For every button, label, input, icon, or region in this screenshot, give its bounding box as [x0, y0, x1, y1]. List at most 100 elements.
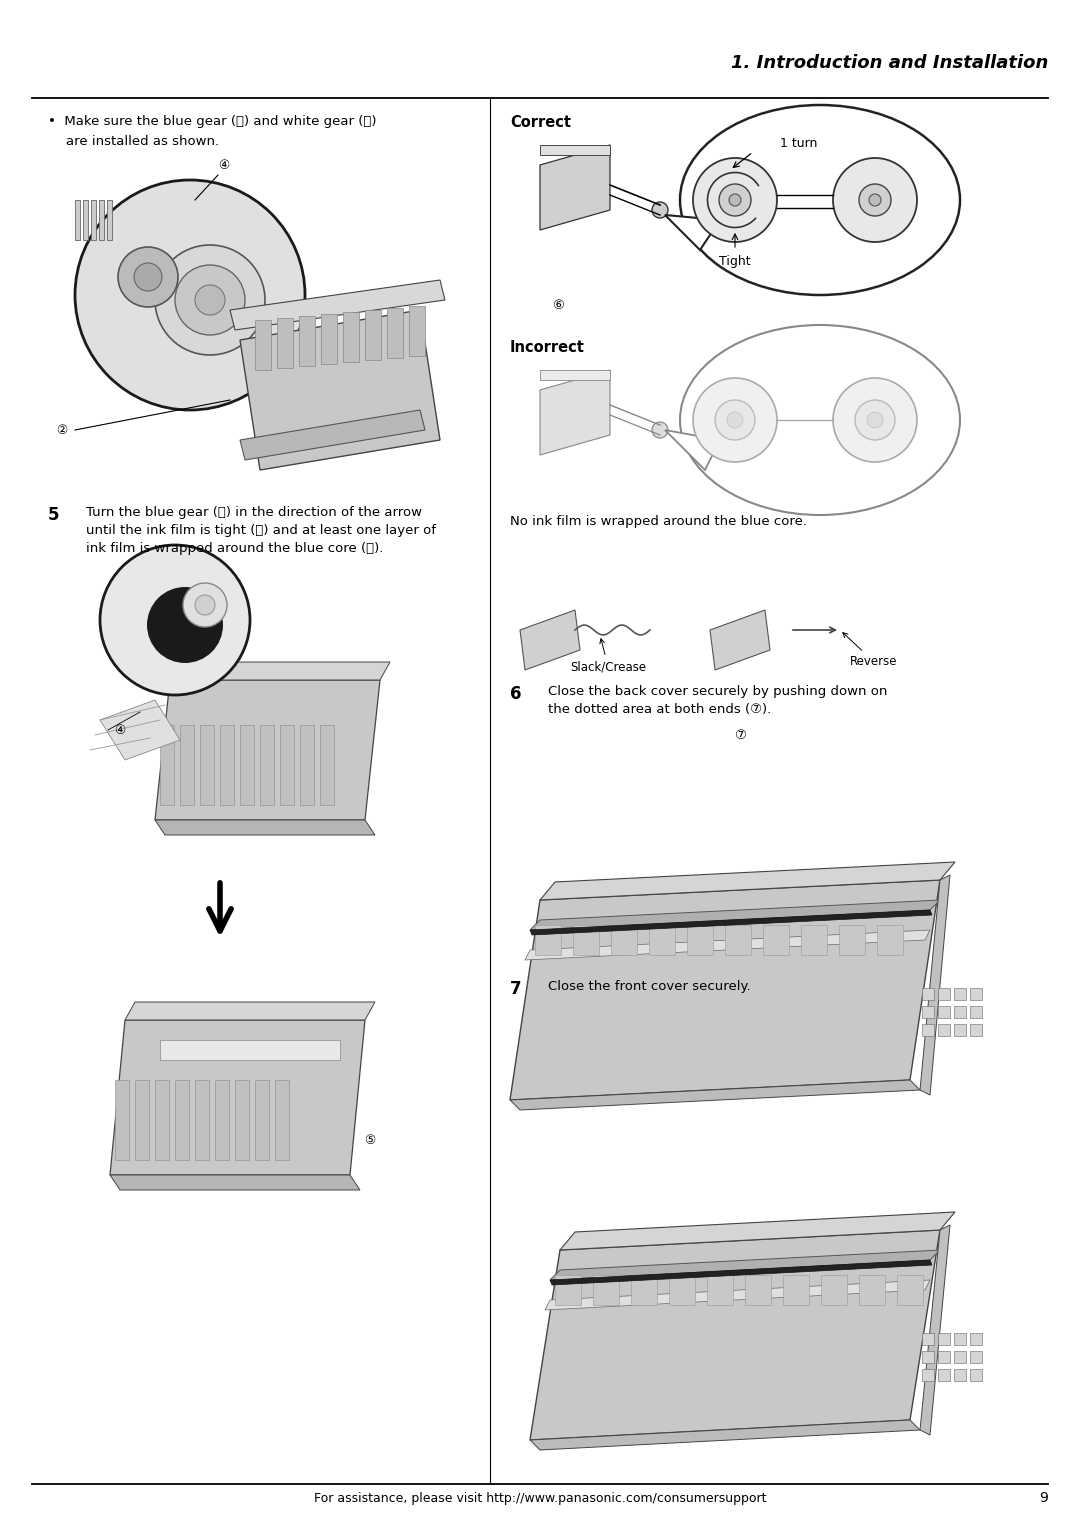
- Bar: [535, 924, 561, 955]
- Text: ④: ④: [114, 723, 125, 736]
- Polygon shape: [665, 429, 720, 471]
- Bar: [939, 1332, 950, 1345]
- Polygon shape: [920, 1225, 950, 1435]
- Circle shape: [693, 157, 777, 241]
- Circle shape: [833, 377, 917, 461]
- Circle shape: [855, 400, 895, 440]
- Polygon shape: [110, 1175, 360, 1190]
- Text: ⑥: ⑥: [552, 298, 564, 312]
- Bar: [970, 1369, 982, 1381]
- Bar: [877, 924, 903, 955]
- Bar: [939, 1024, 950, 1036]
- Text: Close the back cover securely by pushing down on: Close the back cover securely by pushing…: [548, 685, 888, 698]
- Circle shape: [75, 180, 305, 410]
- Bar: [300, 724, 314, 805]
- Bar: [631, 1274, 657, 1305]
- Bar: [970, 989, 982, 999]
- Polygon shape: [710, 610, 770, 669]
- Bar: [954, 1005, 966, 1018]
- Polygon shape: [156, 680, 380, 821]
- Polygon shape: [125, 1002, 375, 1021]
- Circle shape: [156, 244, 265, 354]
- Text: Turn the blue gear (ⓓ) in the direction of the arrow: Turn the blue gear (ⓓ) in the direction …: [86, 506, 422, 520]
- Bar: [801, 924, 827, 955]
- Bar: [135, 1080, 149, 1160]
- Text: No ink film is wrapped around the blue core.: No ink film is wrapped around the blue c…: [510, 515, 807, 529]
- Ellipse shape: [680, 325, 960, 515]
- Bar: [611, 924, 637, 955]
- Polygon shape: [540, 145, 610, 231]
- Bar: [954, 1351, 966, 1363]
- Bar: [783, 1274, 809, 1305]
- Text: Tight: Tight: [719, 255, 751, 267]
- Bar: [725, 924, 751, 955]
- Polygon shape: [160, 1041, 340, 1060]
- Polygon shape: [240, 310, 440, 471]
- Polygon shape: [510, 1080, 920, 1109]
- Circle shape: [859, 183, 891, 215]
- Circle shape: [729, 194, 741, 206]
- Bar: [897, 1274, 923, 1305]
- Bar: [745, 1274, 771, 1305]
- Polygon shape: [550, 1261, 932, 1285]
- Bar: [821, 1274, 847, 1305]
- Polygon shape: [540, 862, 955, 900]
- Bar: [114, 1080, 129, 1160]
- Text: Close the front cover securely.: Close the front cover securely.: [548, 979, 751, 993]
- Bar: [939, 989, 950, 999]
- Bar: [276, 318, 293, 368]
- Bar: [573, 924, 599, 955]
- Bar: [954, 1369, 966, 1381]
- Bar: [922, 989, 934, 999]
- Circle shape: [715, 400, 755, 440]
- Circle shape: [867, 413, 883, 428]
- Bar: [299, 316, 315, 367]
- Circle shape: [134, 263, 162, 290]
- Polygon shape: [530, 900, 940, 931]
- Circle shape: [195, 594, 215, 614]
- Polygon shape: [540, 370, 610, 455]
- Text: ④: ④: [218, 159, 230, 171]
- Polygon shape: [510, 880, 940, 1100]
- Circle shape: [693, 377, 777, 461]
- Bar: [555, 1274, 581, 1305]
- Circle shape: [727, 413, 743, 428]
- Bar: [235, 1080, 249, 1160]
- Circle shape: [100, 545, 249, 695]
- Text: ⑦: ⑦: [734, 729, 746, 741]
- Circle shape: [869, 194, 881, 206]
- Bar: [922, 1369, 934, 1381]
- Text: the dotted area at both ends (⑦).: the dotted area at both ends (⑦).: [548, 703, 771, 717]
- Bar: [707, 1274, 733, 1305]
- Bar: [220, 724, 234, 805]
- Bar: [83, 200, 87, 240]
- Bar: [954, 1024, 966, 1036]
- Bar: [922, 1332, 934, 1345]
- Polygon shape: [665, 215, 720, 251]
- Text: Incorrect: Incorrect: [510, 341, 585, 354]
- Bar: [939, 1005, 950, 1018]
- Text: 9: 9: [1039, 1491, 1048, 1505]
- Bar: [839, 924, 865, 955]
- Bar: [255, 319, 271, 370]
- Polygon shape: [240, 410, 426, 460]
- Bar: [922, 1351, 934, 1363]
- Text: 6: 6: [510, 685, 522, 703]
- Bar: [200, 724, 214, 805]
- Text: For assistance, please visit http://www.panasonic.com/consumersupport: For assistance, please visit http://www.…: [314, 1491, 766, 1505]
- Polygon shape: [540, 145, 610, 154]
- Polygon shape: [230, 280, 445, 330]
- Circle shape: [175, 264, 245, 335]
- Bar: [156, 1080, 168, 1160]
- Polygon shape: [530, 1420, 920, 1450]
- Bar: [939, 1351, 950, 1363]
- Bar: [160, 724, 174, 805]
- Text: 7: 7: [510, 979, 522, 998]
- Bar: [922, 1024, 934, 1036]
- Polygon shape: [525, 931, 930, 960]
- Bar: [91, 200, 96, 240]
- Polygon shape: [519, 610, 580, 669]
- Bar: [762, 924, 789, 955]
- Circle shape: [183, 584, 227, 626]
- Polygon shape: [561, 1212, 955, 1250]
